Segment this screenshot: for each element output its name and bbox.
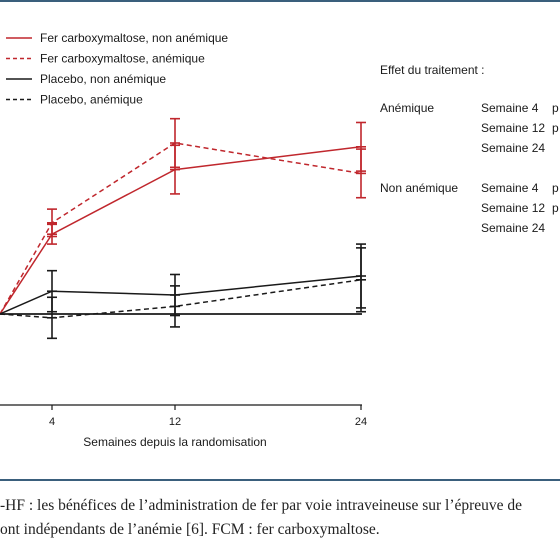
error-bar	[356, 247, 366, 313]
effect-row-label: Semaine 24	[481, 221, 545, 235]
effect-row-label: Semaine 12	[481, 201, 545, 215]
effect-row-label: Semaine 4	[481, 101, 539, 115]
x-tick-label: 12	[169, 416, 181, 428]
plot-area	[0, 117, 366, 406]
error-bar	[170, 117, 180, 169]
effect-p-value: p	[552, 101, 559, 115]
x-tick-label: 4	[49, 416, 55, 428]
treatment-effect-panel: Effet du traitement : Anémique Semaine 4 p…	[380, 63, 559, 235]
line-chart: Fer carboxymaltose, non anémique Fer carb…	[0, 31, 559, 449]
error-bar	[47, 296, 57, 340]
legend-label: Fer carboxymaltose, non anémique	[40, 31, 228, 45]
legend: Fer carboxymaltose, non anémique Fer carb…	[6, 31, 228, 107]
effect-row-label: Semaine 24	[481, 141, 545, 155]
x-axis-labels: Semaines depuis la randomisation 4 12 24	[49, 405, 367, 449]
effect-group-label: Anémique	[380, 101, 434, 115]
x-axis-label: Semaines depuis la randomisation	[83, 435, 266, 449]
caption-line-1: -HF : les bénéfices de l’administration …	[0, 497, 523, 514]
top-rule	[0, 0, 560, 2]
effect-p-value: p	[552, 121, 559, 135]
error-bar	[356, 148, 366, 199]
series-line	[0, 279, 362, 319]
error-bar	[47, 208, 57, 238]
effect-row-label: Semaine 4	[481, 181, 539, 195]
series-line	[0, 146, 362, 315]
legend-label: Placebo, anémique	[40, 93, 143, 107]
x-tick-label: 24	[355, 416, 367, 428]
figure-caption: -HF : les bénéfices de l’administration …	[0, 494, 560, 542]
legend-label: Fer carboxymaltose, anémique	[40, 52, 205, 66]
error-bar	[170, 285, 180, 328]
series-line	[0, 275, 362, 315]
legend-label: Placebo, non anémique	[40, 72, 166, 86]
caption-line-2: ont indépendants de l’anémie [6]. FCM : …	[0, 521, 380, 538]
series-line	[0, 142, 362, 315]
effect-title: Effet du traitement :	[380, 63, 485, 77]
bottom-rule	[0, 479, 560, 481]
effect-row-label: Semaine 12	[481, 121, 545, 135]
effect-p-value: p	[552, 181, 559, 195]
effect-group-label: Non anémique	[380, 181, 458, 195]
effect-p-value: p	[552, 201, 559, 215]
